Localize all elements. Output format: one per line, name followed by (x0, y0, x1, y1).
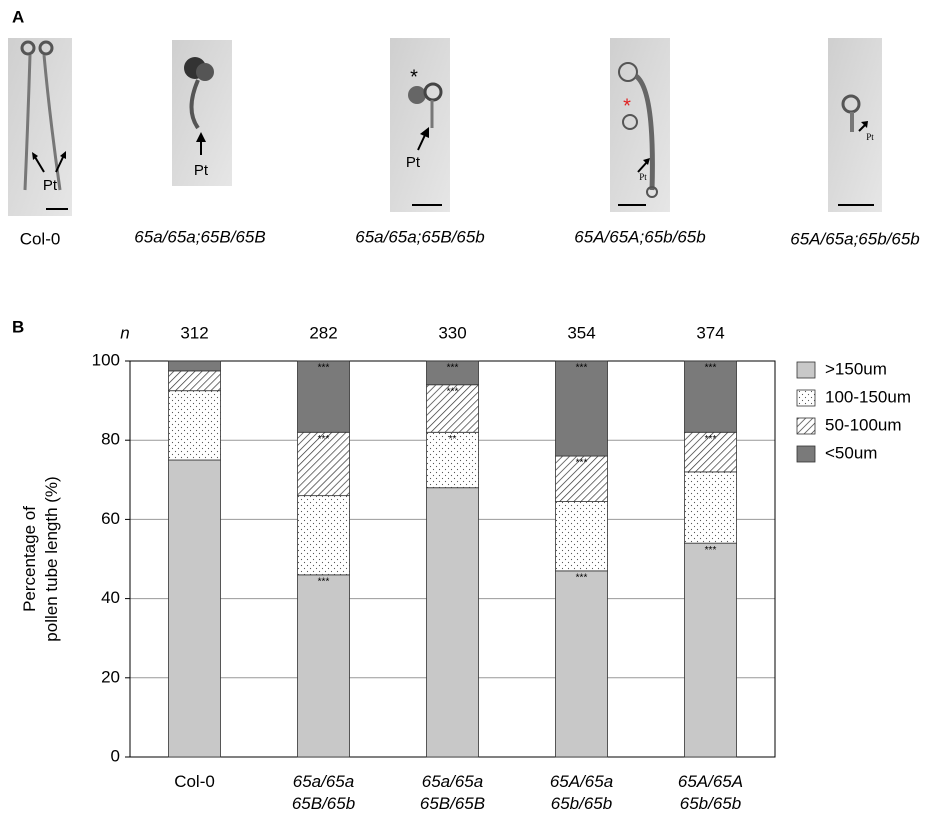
x-tick-label: 65A/65A 65b/65b (646, 771, 776, 815)
significance-label: *** (318, 434, 330, 445)
figure-svg: A B Pt Pt * Pt * Pt (0, 0, 949, 824)
y-tick-label: 0 (111, 746, 120, 765)
bar-segment (169, 391, 221, 460)
annotation: * (410, 66, 418, 88)
micrograph: Pt (172, 40, 232, 186)
annotation: Pt (639, 172, 647, 182)
legend-swatch (797, 446, 815, 462)
legend-label: 50-100um (825, 415, 902, 434)
y-tick-label: 20 (101, 667, 120, 686)
annotation: Pt (866, 132, 874, 142)
bar-segment (169, 371, 221, 391)
y-tick-label: 40 (101, 588, 120, 607)
n-value: 312 (180, 323, 208, 342)
legend-label: 100-150um (825, 387, 911, 406)
caption: Col-0 (20, 229, 61, 248)
bar-segment (556, 571, 608, 757)
annotation: Pt (43, 177, 58, 194)
significance-label: *** (447, 386, 459, 397)
n-value: 374 (696, 323, 724, 342)
n-value: 330 (438, 323, 466, 342)
micrograph: Pt (8, 38, 72, 216)
significance-label: *** (318, 576, 330, 587)
significance-label: *** (318, 363, 330, 374)
bar-segment (556, 361, 608, 456)
legend-label: <50um (825, 443, 877, 462)
legend-swatch (797, 362, 815, 378)
bar-segment (169, 460, 221, 757)
y-tick-label: 100 (92, 350, 120, 369)
caption: 65A/65a;65b/65b (790, 229, 920, 248)
significance-label: *** (705, 545, 717, 556)
significance-label: *** (705, 363, 717, 374)
bar-segment (556, 502, 608, 571)
bar-segment (685, 543, 737, 757)
significance-label: ** (449, 434, 457, 445)
y-axis-label-line: pollen tube length (%) (42, 476, 61, 641)
significance-label: *** (576, 363, 588, 374)
significance-label: *** (447, 363, 459, 374)
bar-segment (427, 488, 479, 757)
caption: 65a/65a;65B/65B (134, 227, 265, 246)
panel-label: B (12, 317, 24, 336)
legend-label: >150um (825, 359, 887, 378)
significance-label: *** (705, 434, 717, 445)
n-value: 282 (309, 323, 337, 342)
bar-segment (169, 361, 221, 371)
legend-swatch (797, 390, 815, 406)
caption: 65a/65a;65B/65b (355, 227, 485, 246)
x-tick-label: 65a/65a 65B/65b (259, 771, 389, 815)
x-tick-label: Col-0 (130, 771, 260, 793)
x-tick-label: 65A/65a 65b/65b (517, 771, 647, 815)
n-value: 354 (567, 323, 595, 342)
legend-swatch (797, 418, 815, 434)
panel-label: A (12, 7, 24, 26)
micrograph: * Pt (610, 38, 670, 212)
micrograph: Pt (828, 38, 882, 212)
bar-segment (298, 575, 350, 757)
significance-label: *** (576, 573, 588, 584)
bar-segment (685, 472, 737, 543)
micrograph: * Pt (390, 38, 450, 212)
annotation: * (623, 95, 631, 117)
caption: 65A/65A;65b/65b (574, 227, 705, 246)
significance-label: *** (576, 458, 588, 469)
n-label: n (120, 323, 129, 342)
annotation: Pt (194, 162, 209, 179)
bar-segment (298, 496, 350, 575)
y-tick-label: 80 (101, 430, 120, 449)
x-tick-label: 65a/65a 65B/65B (388, 771, 518, 815)
y-axis-label-line: Percentage of (20, 506, 39, 612)
figure: A B Pt Pt * Pt * Pt (0, 0, 949, 824)
annotation: Pt (406, 154, 421, 171)
y-tick-label: 60 (101, 509, 120, 528)
